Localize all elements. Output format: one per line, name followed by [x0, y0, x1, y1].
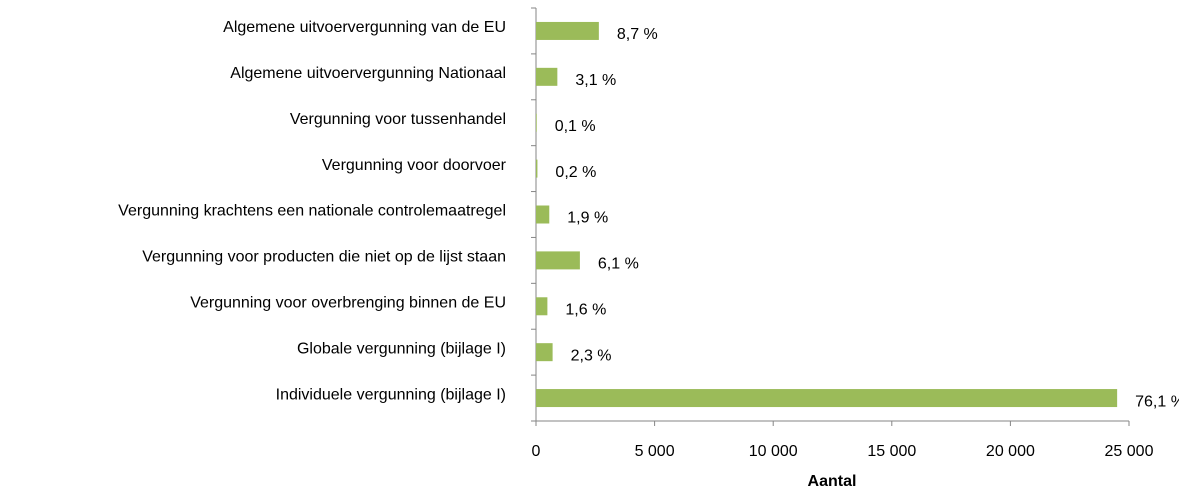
value-label: 76,1 % [1135, 393, 1179, 410]
bar [536, 159, 538, 178]
y-tick-label: Individuele vergunning (bijlage I) [276, 386, 506, 403]
y-tick-label: Vergunning voor doorvoer [322, 157, 507, 174]
bar [536, 343, 553, 362]
value-label: 2,3 % [571, 347, 612, 364]
y-tick-label: Vergunning voor producten die niet op de… [142, 249, 506, 266]
x-tick-label: 10 000 [749, 443, 798, 460]
y-tick-label: Vergunning krachtens een nationale contr… [118, 203, 506, 220]
y-tick-label: Vergunning voor overbrenging binnen de E… [190, 294, 506, 311]
value-label: 1,9 % [567, 210, 608, 227]
x-tick-label: 5 000 [635, 443, 675, 460]
bar [536, 113, 537, 132]
y-tick-label: Globale vergunning (bijlage I) [297, 340, 506, 357]
bar [536, 205, 550, 224]
bar [536, 67, 558, 86]
x-tick-label: 15 000 [867, 443, 916, 460]
y-tick-label: Vergunning voor tussenhandel [290, 111, 506, 128]
y-tick-label: Algemene uitvoervergunning Nationaal [230, 65, 506, 82]
x-tick-label: 0 [532, 443, 541, 460]
value-label: 8,7 % [617, 26, 658, 43]
y-tick-label: Algemene uitvoervergunning van de EU [223, 19, 506, 36]
value-label: 0,2 % [555, 164, 596, 181]
x-axis-label: Aantal [808, 473, 857, 490]
bar [536, 389, 1118, 408]
value-label: 0,1 % [555, 118, 596, 135]
bar [536, 297, 548, 316]
value-label: 6,1 % [598, 256, 639, 273]
bar [536, 251, 580, 270]
x-tick-label: 20 000 [986, 443, 1035, 460]
bar [536, 21, 599, 40]
value-label: 1,6 % [565, 301, 606, 318]
value-label: 3,1 % [575, 72, 616, 89]
x-tick-label: 25 000 [1105, 443, 1154, 460]
